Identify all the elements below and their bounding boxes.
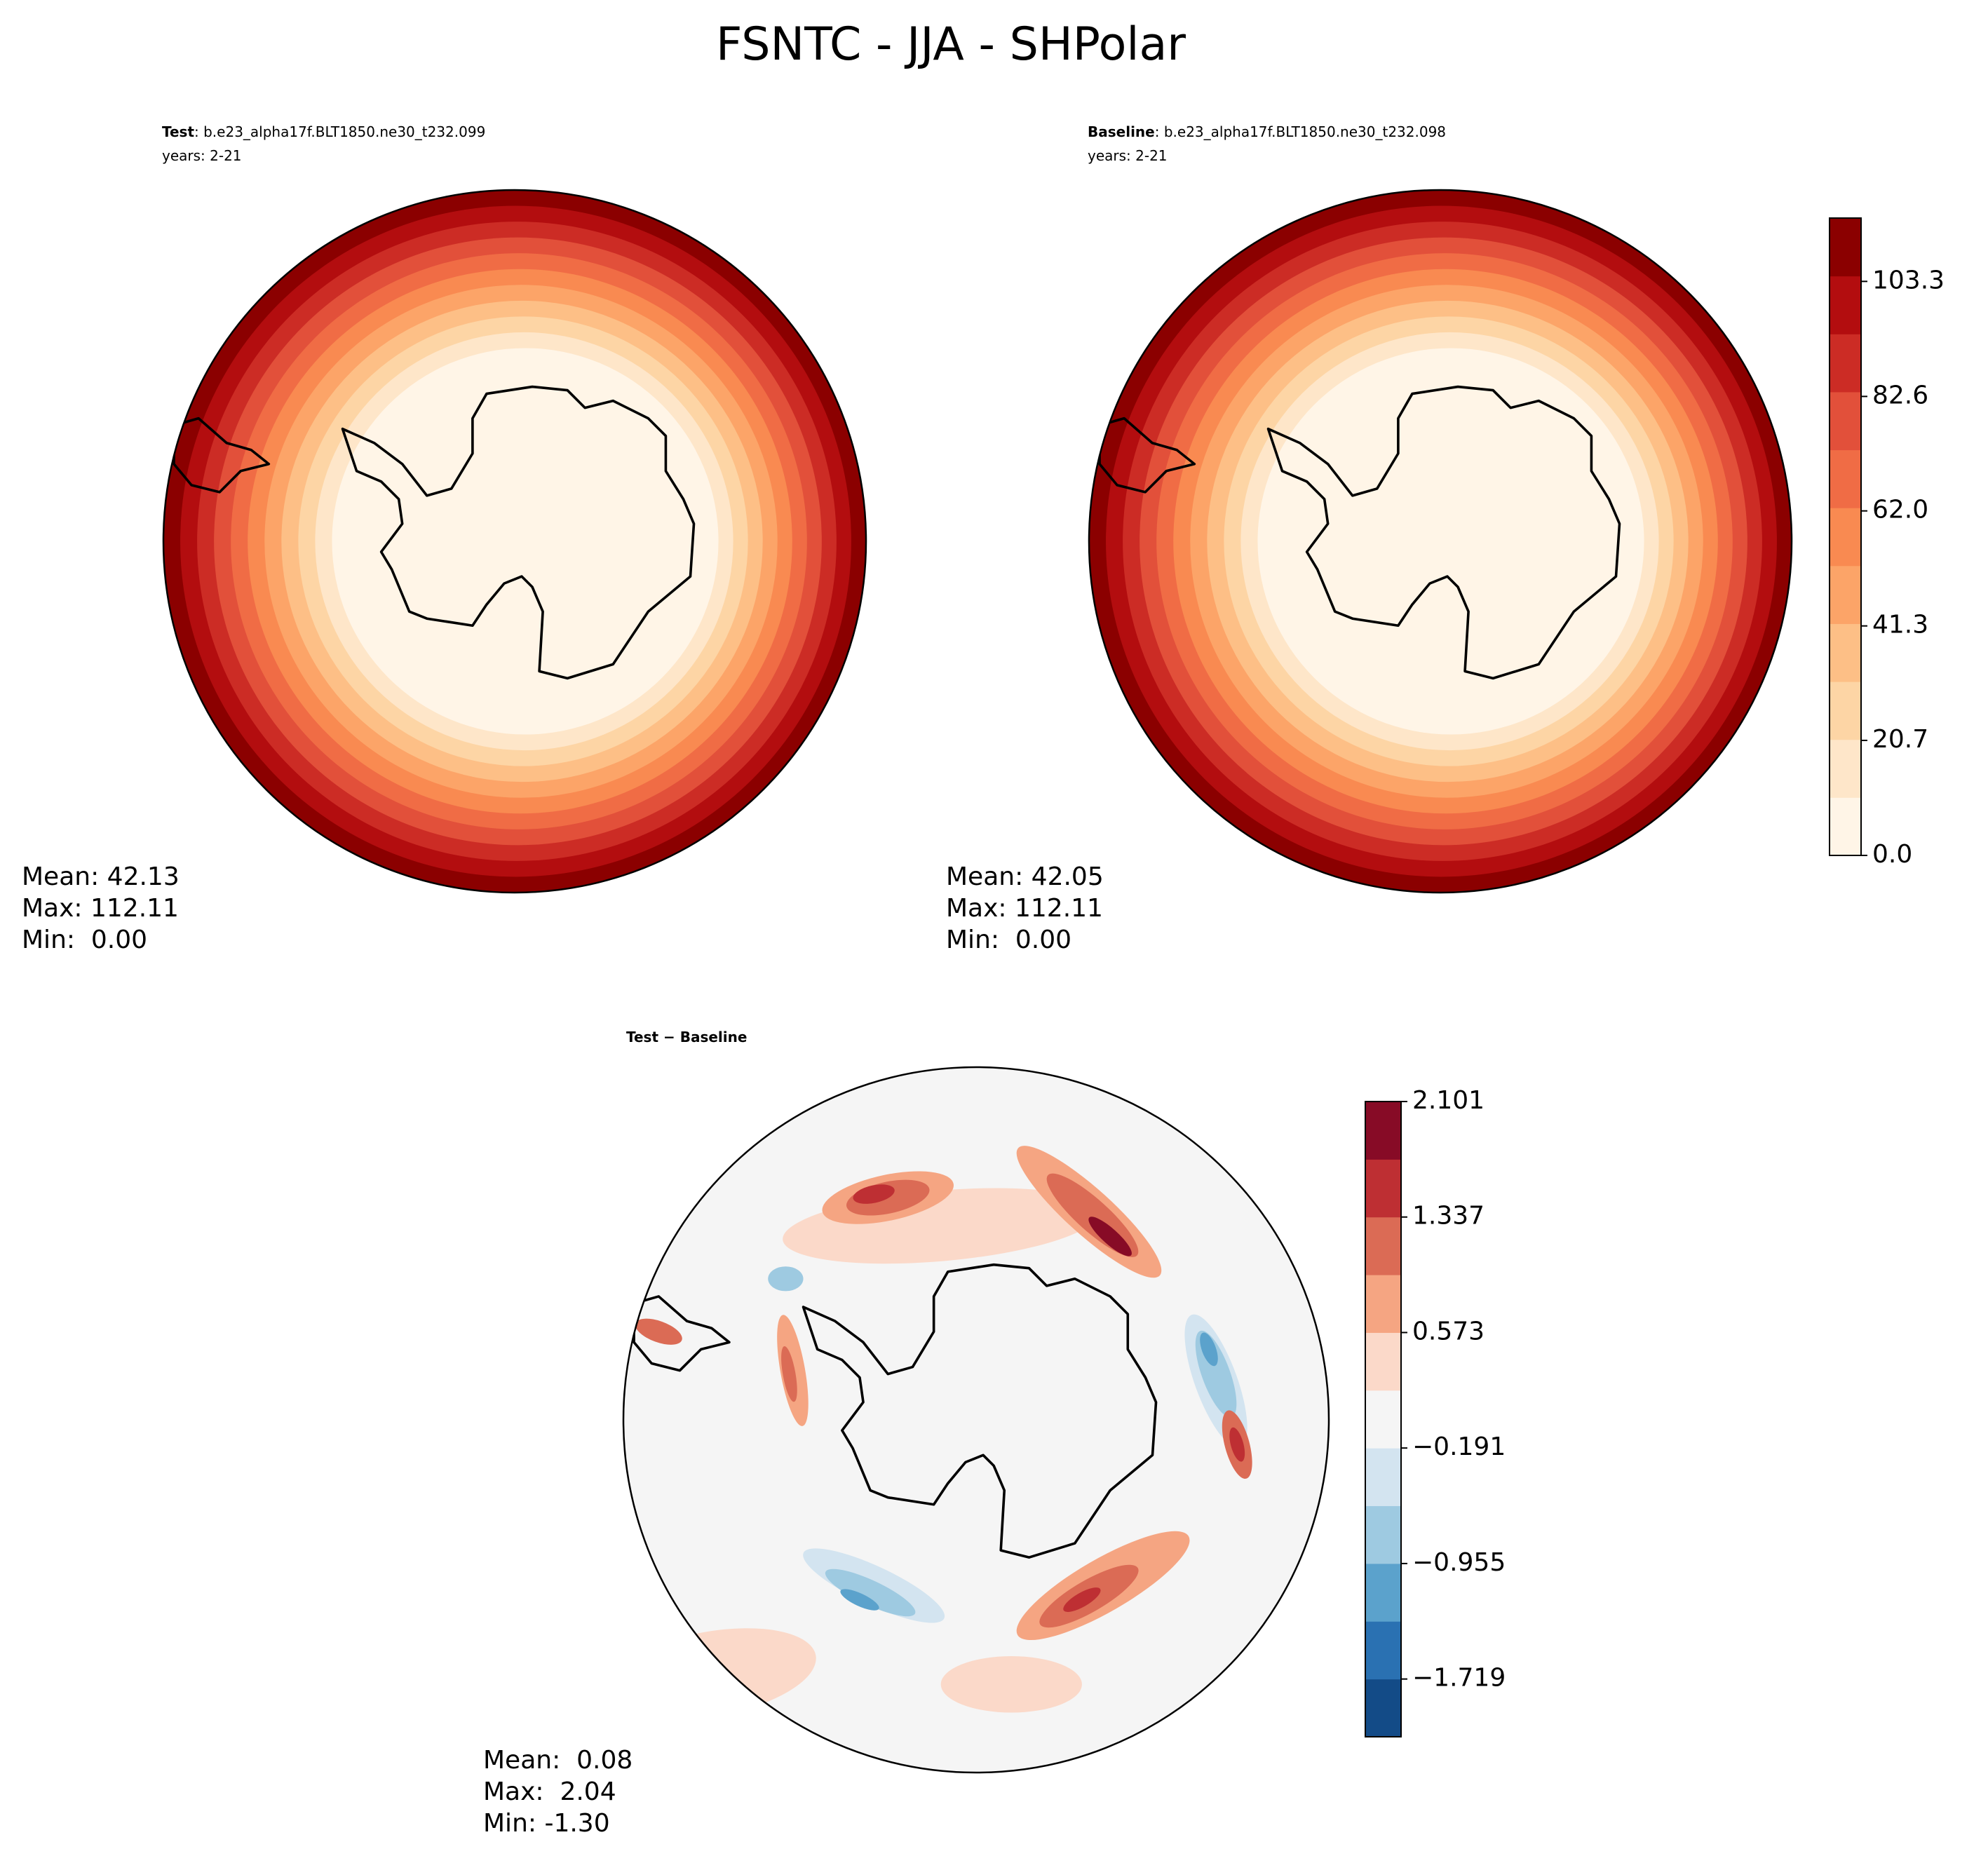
panel-label: Baseline: b.e23_alpha17f.BLT1850.ne30_t2… <box>1088 123 1446 140</box>
stat: Max: 112.11 <box>946 894 1103 923</box>
colorbar-tick-label: 82.6 <box>1872 381 1928 409</box>
contour-band <box>1063 1587 1101 1612</box>
label-bold: Test <box>162 123 194 140</box>
stat: Min: 0.00 <box>946 926 1071 954</box>
colorbar-tick-label: 1.337 <box>1412 1202 1485 1231</box>
contour-band <box>1088 1217 1132 1256</box>
colorbar-tick-label: −0.191 <box>1412 1432 1506 1461</box>
colorbar-band <box>1365 1217 1401 1275</box>
contour-band <box>840 1589 879 1611</box>
stat: Mean: 42.13 <box>22 862 180 891</box>
contour-band <box>1229 1427 1245 1462</box>
colorbar-tick-label: 0.573 <box>1412 1317 1485 1346</box>
colorbar-tick-label: 103.3 <box>1872 266 1945 294</box>
colorbar-tick-label: 20.7 <box>1872 725 1928 754</box>
colorbar-frame <box>1829 217 1862 856</box>
contour-band <box>635 1318 682 1345</box>
stat: Min: -1.30 <box>483 1809 610 1838</box>
colorbar-band <box>1365 1332 1401 1391</box>
contour-band <box>1200 1332 1218 1367</box>
stat: Min: 0.00 <box>22 926 147 954</box>
colorbar-frame <box>1365 1101 1402 1737</box>
colorbar-tick-label: 62.0 <box>1872 496 1928 524</box>
colorbar-band <box>1365 1390 1401 1449</box>
contour-band <box>825 1569 916 1617</box>
colorbar-band <box>1365 1621 1401 1680</box>
map-border <box>622 1066 1330 1774</box>
contour-band <box>853 1184 895 1204</box>
label-bold: Baseline <box>1088 123 1155 140</box>
colorbar-band <box>1830 797 1861 856</box>
colorbar-band <box>1365 1275 1401 1333</box>
colorbar-band <box>1365 1159 1401 1218</box>
panel-label: Test: b.e23_alpha17f.BLT1850.ne30_t232.0… <box>162 123 485 140</box>
stat: Max: 112.11 <box>22 894 179 923</box>
colorbar-band <box>1830 449 1861 508</box>
colorbar-tick-label: 2.101 <box>1412 1086 1485 1115</box>
colorbar-tick-label: 41.3 <box>1872 611 1928 639</box>
colorbar-band <box>1365 1102 1401 1160</box>
contour-band <box>940 1656 1082 1713</box>
colorbar-band <box>1830 276 1861 334</box>
map-border <box>162 189 867 894</box>
colorbar-band <box>1365 1679 1401 1737</box>
label-bold: Test − Baseline <box>626 1029 747 1045</box>
map <box>623 1067 1329 1773</box>
colorbar-band <box>1365 1448 1401 1507</box>
panel-subtitle: years: 2-21 <box>1088 147 1168 164</box>
map <box>163 190 866 893</box>
map-border <box>1088 189 1793 894</box>
map <box>1089 190 1792 893</box>
contour-band <box>781 1346 797 1402</box>
label-text: : b.e23_alpha17f.BLT1850.ne30_t232.098 <box>1155 123 1446 140</box>
colorbar-band <box>1365 1505 1401 1564</box>
colorbar-band <box>1365 1563 1401 1622</box>
contour-band <box>1257 348 1644 735</box>
label-text: : b.e23_alpha17f.BLT1850.ne30_t232.099 <box>194 123 485 140</box>
stat: Mean: 0.08 <box>483 1746 633 1775</box>
panel-label: Test − Baseline <box>626 1029 747 1045</box>
colorbar-tick-label: −1.719 <box>1412 1664 1506 1693</box>
colorbar-tick-label: −0.955 <box>1412 1548 1506 1577</box>
panel-subtitle: years: 2-21 <box>162 147 242 164</box>
colorbar-band <box>1830 334 1861 393</box>
contour-band <box>768 1266 804 1292</box>
colorbar-band <box>1830 508 1861 567</box>
figure-title: FSNTC - JJA - SHPolar <box>716 18 1186 71</box>
colorbar-band <box>1830 565 1861 624</box>
contour-band <box>332 348 719 735</box>
stat: Max: 2.04 <box>483 1777 616 1806</box>
colorbar-tick-label: 0.0 <box>1872 840 1912 869</box>
colorbar-band <box>1830 682 1861 740</box>
colorbar-band <box>1830 739 1861 798</box>
colorbar-band <box>1830 218 1861 277</box>
colorbar-band <box>1830 623 1861 682</box>
colorbar-band <box>1830 391 1861 451</box>
stat: Mean: 42.05 <box>946 862 1104 891</box>
